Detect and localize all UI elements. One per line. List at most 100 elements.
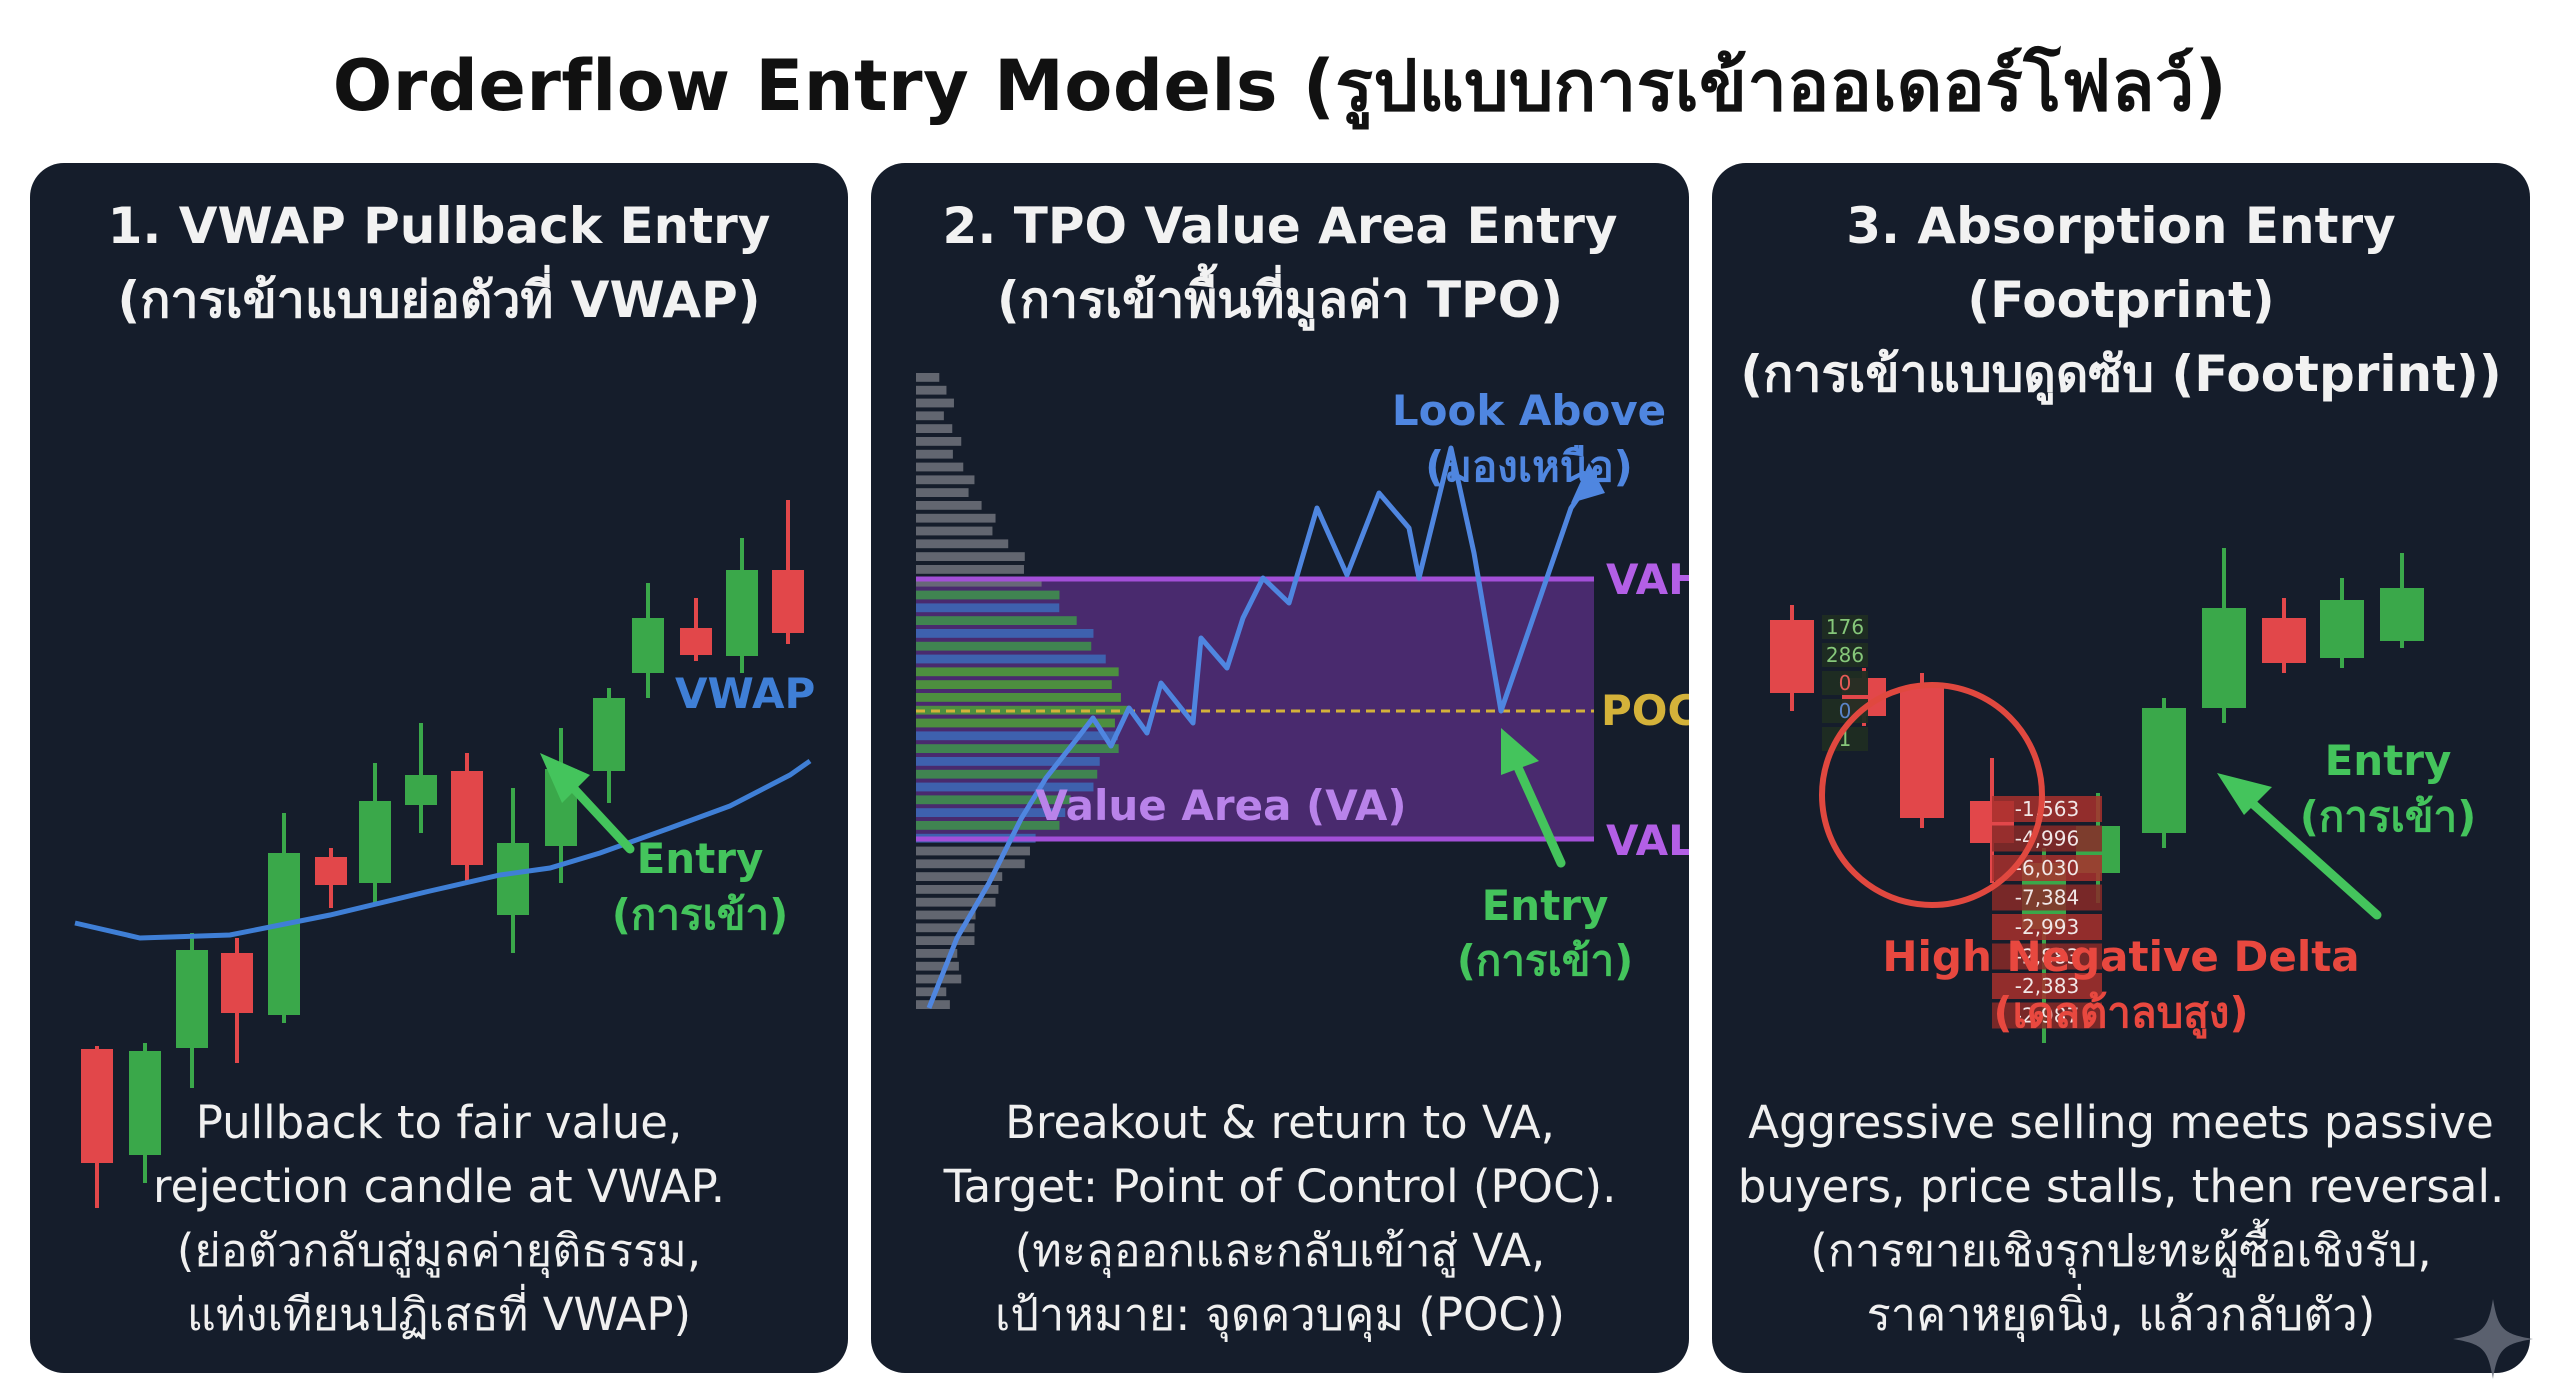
panel-title-th: (การเข้าพื้นที่มูลค่า TPO) <box>996 271 1564 329</box>
bearish-candle <box>221 938 253 1063</box>
desc-line: Breakout & return to VA, <box>1005 1096 1555 1149</box>
profile-bar <box>916 475 975 485</box>
desc-line: Aggressive selling meets passive <box>1748 1096 2494 1149</box>
desc-line: แท่งเทียนปฏิเสธที่ VWAP) <box>186 1288 692 1341</box>
bullish-candle <box>129 1043 161 1183</box>
svg-text:-1,563: -1,563 <box>2015 797 2079 821</box>
profile-bar <box>916 859 1025 869</box>
profile-bar <box>916 501 982 510</box>
profile-bar <box>916 846 1030 856</box>
poc-label: POC <box>1601 686 1689 735</box>
bearish-candle <box>1770 605 1814 711</box>
vah-label: VAH <box>1606 555 1689 604</box>
footprint-delta-cell: -2,883 <box>1992 943 2102 970</box>
entry-label: Entry <box>637 834 764 883</box>
profile-bar <box>916 654 1106 664</box>
bearish-candle <box>772 500 804 644</box>
footprint-delta-cells: -1,563 -4,996 -6,030 -7,384 -2,993 -2,883 -2,3… <box>1992 796 2102 1029</box>
panel-title-en: 2. TPO Value Area Entry <box>942 197 1618 255</box>
panel-absorption: 176 286 0 0 1 -1,563 -4,996 -6,030 -7,384 -2,993… <box>1712 163 2530 1373</box>
profile-bar <box>916 821 1060 830</box>
entry-label-thai: (การเข้า) <box>2300 792 2477 841</box>
look-above-label-thai: (มองเหนือ) <box>1425 442 1633 491</box>
bullish-candle <box>405 723 437 833</box>
entry-arrow <box>540 753 635 854</box>
profile-bar <box>916 718 1115 728</box>
svg-text:-7,384: -7,384 <box>2015 886 2079 910</box>
tpo-value-area-chart: Look Above (มองเหนือ) VAH POC VAL Value … <box>916 373 1689 1009</box>
val-label: VAL <box>1606 816 1689 865</box>
profile-bar <box>916 872 1003 881</box>
svg-text:-4,996: -4,996 <box>2015 827 2079 851</box>
bullish-candle <box>176 933 208 1088</box>
profile-bar <box>916 449 953 459</box>
svg-text:286: 286 <box>1826 643 1864 667</box>
bearish-candle <box>451 753 483 883</box>
entry-arrow <box>1501 728 1566 868</box>
profile-bar <box>916 590 1060 600</box>
bearish-candle <box>2262 598 2306 673</box>
profile-bar <box>916 641 1092 651</box>
profile-bar <box>916 885 999 894</box>
profile-bar <box>916 424 953 433</box>
bearish-candle <box>680 598 712 661</box>
footprint-delta-cell: -7,384 <box>1992 884 2102 911</box>
footprint-delta-cell: -1,563 <box>1992 796 2102 822</box>
price-path <box>926 445 1588 1009</box>
bearish-candle <box>1900 673 1944 828</box>
profile-bar <box>916 731 1118 741</box>
svg-text:-2,383: -2,383 <box>2015 974 2079 998</box>
bullish-candle <box>2202 548 2246 723</box>
profile-bar <box>916 462 964 472</box>
profile-bar <box>916 629 1094 638</box>
profile-bar <box>916 398 954 408</box>
footprint-delta-cell: -6,030 <box>1992 855 2102 881</box>
svg-text:-2,987: -2,987 <box>2015 1004 2079 1028</box>
footprint-top-cell: 286 <box>1822 643 1868 667</box>
desc-line: rejection candle at VWAP. <box>152 1160 726 1213</box>
candles-group <box>81 500 804 1208</box>
bullish-candle <box>359 763 391 903</box>
profile-bar <box>916 910 976 920</box>
entry-label: Entry <box>1482 881 1609 930</box>
panel-title: 2. TPO Value Area Entry (การเข้าพื้นที่ม… <box>871 189 1689 337</box>
profile-bar <box>916 616 1077 625</box>
profile-bar <box>916 693 1121 702</box>
svg-text:176: 176 <box>1826 615 1864 639</box>
desc-line: Target: Point of Control (POC). <box>943 1160 1617 1213</box>
profile-bar <box>916 987 947 997</box>
svg-text:0: 0 <box>1839 699 1852 723</box>
panel-title: 3. Absorption Entry (Footprint) (การเข้า… <box>1712 189 2530 411</box>
panel-vwap-pullback: VWAP Entry (การเข้า) 1. VWAP Pullback En… <box>30 163 848 1373</box>
desc-line: (ทะลุออกและกลับเข้าสู่ VA, <box>1014 1224 1546 1277</box>
main-title: Orderflow Entry Models (รูปแบบการเข้าออเ… <box>332 45 2228 127</box>
footprint-delta-cell: -4,996 <box>1992 825 2102 852</box>
desc-line: เป้าหมาย: จุดควบคุม (POC)) <box>995 1288 1565 1341</box>
panel-title: 1. VWAP Pullback Entry (การเข้าแบบย่อตัว… <box>30 189 848 337</box>
footprint-delta-cell: -2,993 <box>1992 914 2102 940</box>
panel-description: Pullback to fair value, rejection candle… <box>40 1091 838 1347</box>
absorption-circle <box>1819 682 2045 908</box>
svg-text:-6,030: -6,030 <box>2015 856 2079 880</box>
bearish-candle <box>81 1046 113 1208</box>
profile-bar <box>916 769 1098 779</box>
desc-line: Pullback to fair value, <box>195 1096 683 1149</box>
footprint-delta-cell: -2,383 <box>1992 973 2102 999</box>
entry-label: Entry <box>2325 736 2452 785</box>
profile-bar <box>916 667 1119 677</box>
bullish-candle <box>2380 553 2424 648</box>
profile-bar <box>916 513 996 523</box>
high-negative-delta-label: High Negative Delta <box>1882 932 2359 981</box>
profile-bar <box>916 808 1066 817</box>
desc-line: (การขายเชิงรุกปะทะผู้ซื้อเชิงรับ, <box>1810 1224 2432 1277</box>
bullish-candle <box>593 688 625 803</box>
profile-bar <box>916 526 993 536</box>
vwap-pullback-chart: VWAP Entry (การเข้า) <box>74 500 815 1208</box>
footprint-top-cell: 0 <box>1822 671 1868 695</box>
bearish-candle <box>315 848 347 908</box>
profile-bar <box>916 680 1112 689</box>
panel-tpo-value-area: Look Above (มองเหนือ) VAH POC VAL Value … <box>871 163 1689 1373</box>
panel-title-en: 1. VWAP Pullback Entry <box>107 197 771 255</box>
